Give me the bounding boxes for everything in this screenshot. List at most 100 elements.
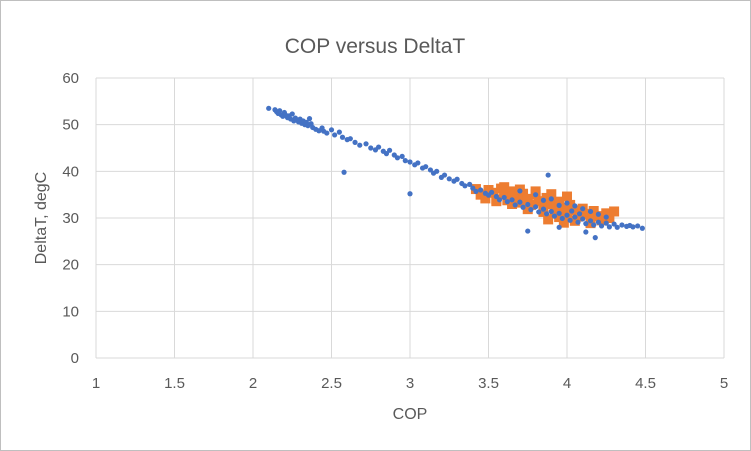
data-point-circle — [551, 213, 558, 219]
data-point-circle — [454, 176, 460, 182]
data-point-circle — [402, 158, 408, 164]
y-tick-label: 50 — [62, 117, 79, 134]
data-point-circle — [376, 144, 382, 150]
y-axis-ticks: 0 10 20 30 40 50 60 — [62, 70, 79, 367]
data-point-square — [533, 196, 544, 207]
data-point-square — [499, 182, 510, 193]
data-point-circle — [399, 153, 405, 159]
y-tick-label: 10 — [62, 303, 79, 320]
data-point-square — [507, 199, 518, 209]
data-point-circle — [352, 139, 358, 145]
data-point-circle — [591, 222, 597, 228]
data-point-circle — [423, 164, 429, 170]
data-point-circle — [496, 197, 503, 203]
data-point-circle — [559, 215, 565, 222]
data-point-circle — [556, 202, 562, 208]
data-point-circle — [386, 147, 393, 153]
data-point-square — [546, 199, 557, 209]
data-point-circle — [363, 141, 369, 147]
data-point-circle — [517, 199, 523, 205]
data-point-circle — [339, 134, 346, 140]
y-axis-label: DeltaT, degC — [33, 172, 50, 265]
data-point-circle — [583, 229, 589, 235]
data-point-circle — [512, 202, 518, 208]
data-point-circle — [564, 212, 570, 218]
y-tick-label: 20 — [62, 257, 79, 274]
data-point-square — [569, 215, 580, 226]
data-point-circle — [580, 216, 586, 222]
data-point-circle — [415, 160, 421, 166]
data-point-square — [596, 215, 607, 226]
data-point-circle — [467, 181, 473, 187]
data-point-circle — [595, 211, 602, 217]
data-point-circle — [336, 129, 342, 135]
data-point-circle — [501, 194, 507, 201]
data-point-circle — [266, 105, 272, 111]
data-point-square — [538, 206, 549, 217]
y-tick-label: 30 — [62, 210, 79, 227]
data-point-circle — [324, 130, 330, 136]
data-point-circle — [504, 199, 510, 205]
data-point-circle — [525, 201, 531, 208]
data-point-circle — [587, 218, 594, 224]
data-point-circle — [576, 211, 583, 217]
data-point-circle — [407, 159, 413, 165]
data-point-circle — [545, 172, 551, 178]
data-point-circle — [517, 188, 523, 194]
data-point-circle — [630, 224, 636, 230]
data-point-circle — [434, 168, 440, 174]
data-point-square — [480, 193, 491, 204]
data-point-circle — [564, 200, 570, 206]
data-point-circle — [572, 214, 578, 220]
x-axis-ticks: 1 1.5 2 2.5 3 3.5 4 4.5 5 — [92, 375, 728, 392]
data-point-circle — [572, 203, 578, 209]
data-point-circle — [603, 214, 609, 220]
data-point-circle — [598, 223, 605, 229]
data-point-circle — [536, 209, 542, 215]
x-tick-label: 2 — [249, 375, 257, 392]
x-tick-label: 1 — [92, 375, 100, 392]
data-point-square — [554, 212, 565, 223]
data-point-circle — [606, 224, 612, 230]
x-tick-label: 4.5 — [635, 375, 656, 392]
data-point-circle — [509, 197, 515, 203]
data-point-circle — [587, 208, 594, 215]
x-tick-label: 1.5 — [164, 375, 185, 392]
data-point-circle — [478, 187, 484, 193]
data-point-square — [522, 204, 533, 215]
y-tick-label: 40 — [62, 163, 79, 180]
data-point-square — [491, 196, 502, 207]
data-point-circle — [446, 176, 452, 182]
x-tick-label: 2.5 — [321, 375, 342, 392]
data-point-circle — [540, 197, 547, 203]
data-points — [266, 105, 645, 241]
data-point-circle — [540, 206, 547, 212]
data-point-circle — [306, 116, 313, 122]
data-point-circle — [427, 167, 434, 173]
data-point-circle — [619, 222, 625, 228]
data-point-circle — [332, 132, 338, 138]
data-point-square — [499, 189, 510, 200]
data-point-square — [554, 196, 565, 207]
data-point-circle — [394, 155, 401, 161]
data-point-circle — [470, 185, 476, 191]
data-point-circle — [368, 145, 374, 151]
data-point-square — [558, 217, 569, 228]
data-point-square — [522, 193, 533, 204]
data-point-square — [580, 208, 591, 219]
data-point-circle — [528, 207, 534, 213]
data-point-circle — [592, 235, 598, 241]
y-tick-label: 0 — [71, 350, 79, 367]
data-point-circle — [383, 151, 390, 157]
data-point-circle — [357, 142, 363, 148]
data-point-circle — [277, 108, 283, 114]
data-point-circle — [548, 196, 554, 202]
data-point-square — [543, 214, 554, 225]
data-point-circle — [473, 188, 479, 194]
x-tick-label: 5 — [720, 375, 728, 392]
data-point-circle — [543, 211, 550, 217]
data-point-circle — [569, 208, 575, 214]
data-point-circle — [556, 224, 562, 230]
data-point-circle — [493, 193, 499, 200]
